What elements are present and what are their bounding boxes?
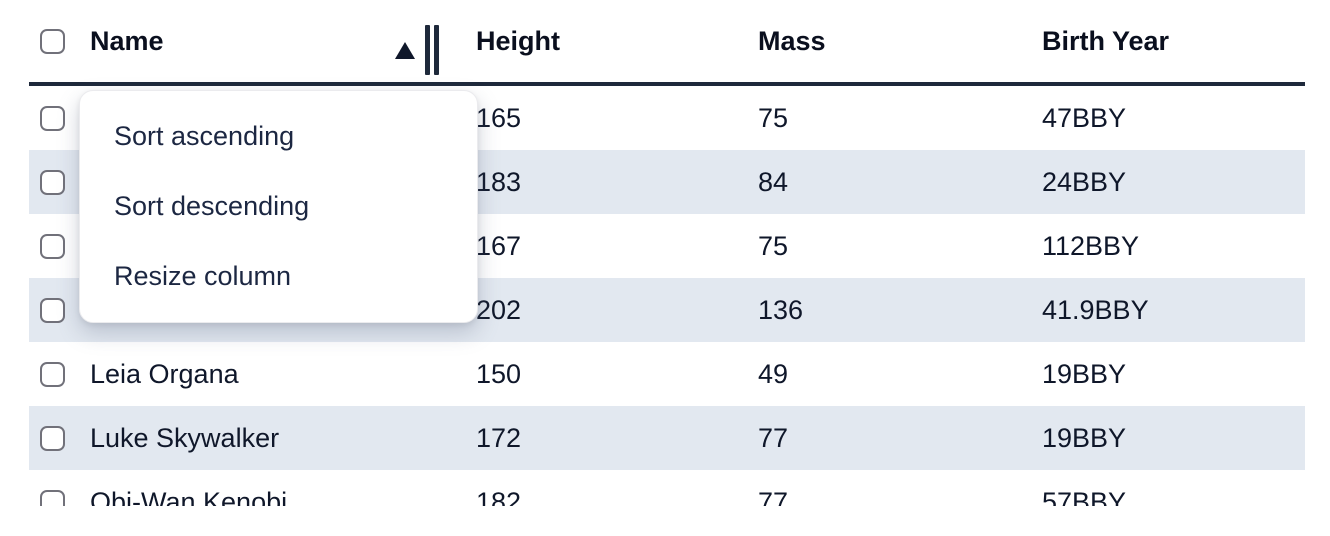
row-checkbox[interactable] — [40, 489, 65, 506]
birth-year-cell: 24BBY — [1042, 166, 1127, 197]
mass-cell: 84 — [758, 166, 789, 197]
table-row: Leia Organa 150 49 19BBY — [29, 342, 1305, 406]
height-cell: 167 — [476, 230, 522, 261]
table-row: Obi-Wan Kenobi 182 77 57BBY — [29, 470, 1305, 506]
column-context-menu: Sort ascending Sort descending Resize co… — [79, 90, 478, 323]
mass-cell: 49 — [758, 358, 789, 389]
select-all-checkbox[interactable] — [40, 28, 65, 54]
menu-item-resize-column[interactable]: Resize column — [114, 261, 292, 292]
table-header-row: Name Height Mass Birth Year — [29, 0, 1305, 86]
table-row: Luke Skywalker 172 77 19BBY — [29, 406, 1305, 470]
column-header-birth-year[interactable]: Birth Year — [1042, 25, 1170, 56]
column-header-name-label: Name — [90, 25, 164, 56]
mass-cell: 75 — [758, 102, 789, 133]
resize-bar-icon — [434, 25, 439, 75]
name-cell: Leia Organa — [90, 358, 239, 389]
row-checkbox[interactable] — [40, 425, 65, 451]
select-all-cell — [29, 28, 76, 54]
height-cell: 202 — [476, 294, 522, 325]
row-checkbox[interactable] — [40, 169, 65, 195]
birth-year-cell: 41.9BBY — [1042, 294, 1149, 325]
height-cell: 182 — [476, 486, 522, 507]
column-header-name[interactable]: Name — [76, 0, 460, 82]
mass-cell: 136 — [758, 294, 804, 325]
mass-cell: 77 — [758, 422, 789, 453]
row-checkbox[interactable] — [40, 233, 65, 259]
birth-year-cell: 47BBY — [1042, 102, 1127, 133]
height-cell: 165 — [476, 102, 522, 133]
sort-ascending-icon — [395, 42, 415, 59]
name-cell: Obi-Wan Kenobi — [90, 486, 288, 507]
height-cell: 183 — [476, 166, 522, 197]
row-checkbox[interactable] — [40, 105, 65, 131]
birth-year-cell: 57BBY — [1042, 486, 1127, 507]
row-checkbox[interactable] — [40, 361, 65, 387]
height-cell: 150 — [476, 358, 522, 389]
column-header-mass[interactable]: Mass — [758, 25, 826, 56]
column-header-height[interactable]: Height — [476, 25, 560, 56]
menu-item-sort-descending[interactable]: Sort descending — [114, 190, 310, 221]
birth-year-cell: 112BBY — [1042, 230, 1140, 261]
mass-cell: 75 — [758, 230, 789, 261]
name-cell: Luke Skywalker — [90, 422, 280, 453]
menu-item-sort-ascending[interactable]: Sort ascending — [114, 120, 295, 151]
row-checkbox[interactable] — [40, 297, 65, 323]
height-cell: 172 — [476, 422, 522, 453]
birth-year-cell: 19BBY — [1042, 422, 1127, 453]
birth-year-cell: 19BBY — [1042, 358, 1127, 389]
column-resize-handle[interactable] — [425, 25, 439, 75]
mass-cell: 77 — [758, 486, 789, 507]
resize-bar-icon — [425, 25, 430, 75]
